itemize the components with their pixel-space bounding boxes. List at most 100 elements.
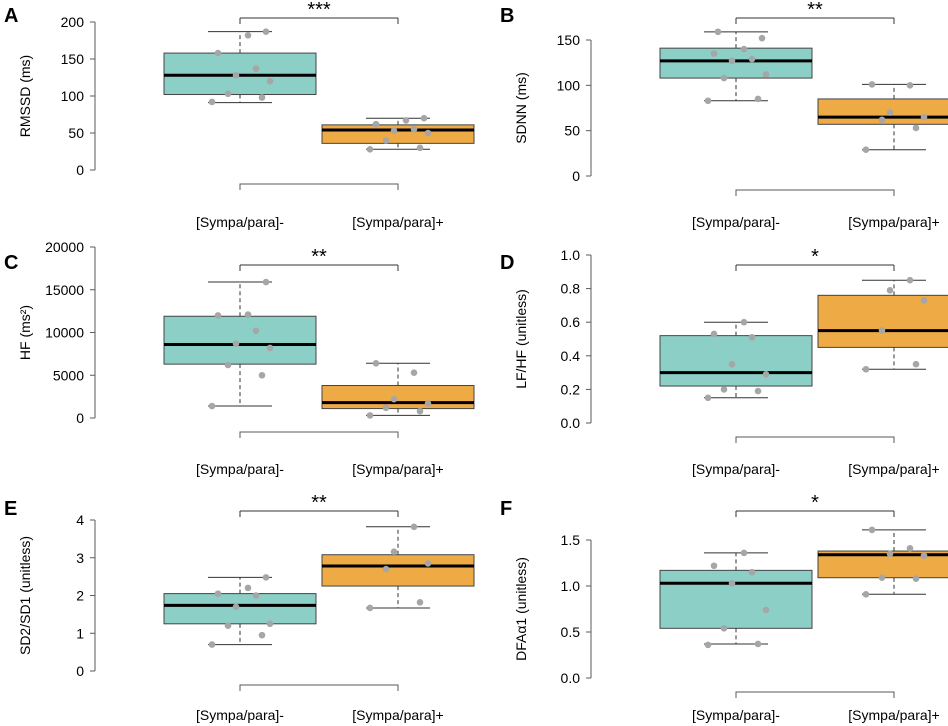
category-bracket [735,189,895,196]
data-point [710,330,718,338]
y-tick-label: 150 [61,51,85,67]
y-tick-label: 0.4 [561,348,581,364]
iqr-box [163,593,317,625]
y-tick-label: 0.2 [561,381,581,397]
data-point [740,549,748,557]
data-point [920,297,928,304]
data-point [762,606,770,614]
data-point [878,574,886,582]
data-point [906,544,914,552]
data-point [244,584,252,592]
y-tick-label: 10000 [45,325,84,341]
data-point [372,120,380,128]
data-point [740,45,748,53]
significance-label: *** [307,0,331,21]
data-point [862,146,870,154]
y-tick-label: 20000 [45,239,84,255]
data-point [214,49,222,57]
box-plus [321,523,475,612]
y-tick-label: 1.0 [561,247,581,263]
box-minus [163,278,317,410]
data-point [390,548,398,556]
data-point [424,400,432,407]
y-tick-label: 1.5 [561,532,581,548]
data-point [704,97,712,105]
panel-letter: E [4,498,17,520]
data-point [214,312,222,319]
significance-label: * [811,492,819,514]
y-tick-label: 4 [76,512,84,528]
panel-letter: C [4,252,18,274]
data-point [886,286,894,294]
data-point [266,344,274,352]
y-axis-label: SDNN (ms) [513,72,529,144]
data-point [762,370,770,378]
data-point [720,625,728,632]
panel-letter: F [500,498,512,520]
data-point [886,550,894,558]
data-point [244,311,252,318]
data-point [758,34,766,42]
iqr-box [321,554,475,587]
data-point [262,28,270,35]
data-point [704,641,712,649]
x-category-label: [Sympa/para]- [692,461,780,477]
iqr-box [163,315,317,365]
data-point [262,574,270,581]
data-point [920,113,928,121]
category-bracket [735,691,895,698]
y-tick-label: 0.8 [561,281,581,297]
box-plus [817,276,948,373]
data-point [258,371,266,379]
iqr-box [321,124,475,144]
data-point [382,565,390,573]
y-axis-label: LF/HF (unitless) [513,289,529,389]
data-point [748,334,756,341]
data-point [720,74,728,82]
box-minus [163,574,317,648]
data-point [424,129,432,137]
data-point [366,145,374,153]
x-category-label: [Sympa/para]- [196,461,284,477]
y-tick-label: 1 [76,625,84,641]
data-point [208,402,216,410]
box-minus [659,28,813,105]
data-point [740,318,748,326]
data-point [382,137,390,144]
data-point [416,144,424,152]
data-point [912,575,920,582]
data-point [720,386,728,393]
x-category-label: [Sympa/para]+ [352,707,443,723]
data-point [868,81,876,88]
y-axis-label: RMSSD (ms) [17,55,33,137]
box-plus [321,114,475,153]
x-category-label: [Sympa/para]- [692,214,780,230]
data-point [728,57,736,65]
data-point [704,394,712,402]
y-tick-label: 0 [76,410,84,426]
x-category-label: [Sympa/para]+ [848,214,939,230]
data-point [366,412,374,419]
data-point [366,604,374,612]
x-category-label: [Sympa/para]+ [352,461,443,477]
data-point [906,276,914,284]
significance-label: * [811,246,819,268]
y-tick-label: 0 [76,162,84,178]
data-point [232,603,240,611]
y-tick-label: 100 [61,88,85,104]
iqr-box [817,294,948,348]
box-minus [163,28,317,106]
data-point [232,71,240,79]
data-point [754,387,762,395]
data-point [224,90,232,98]
y-tick-label: 0.0 [561,415,581,431]
data-point [878,116,886,124]
x-category-label: [Sympa/para]- [196,707,284,723]
data-point [224,361,232,369]
y-tick-label: 50 [564,123,580,139]
y-axis-label: SD2/SD1 (unitless) [17,536,33,655]
data-point [868,526,876,534]
data-point [262,278,270,286]
x-category-label: [Sympa/para]+ [848,461,939,477]
data-point [410,369,418,376]
